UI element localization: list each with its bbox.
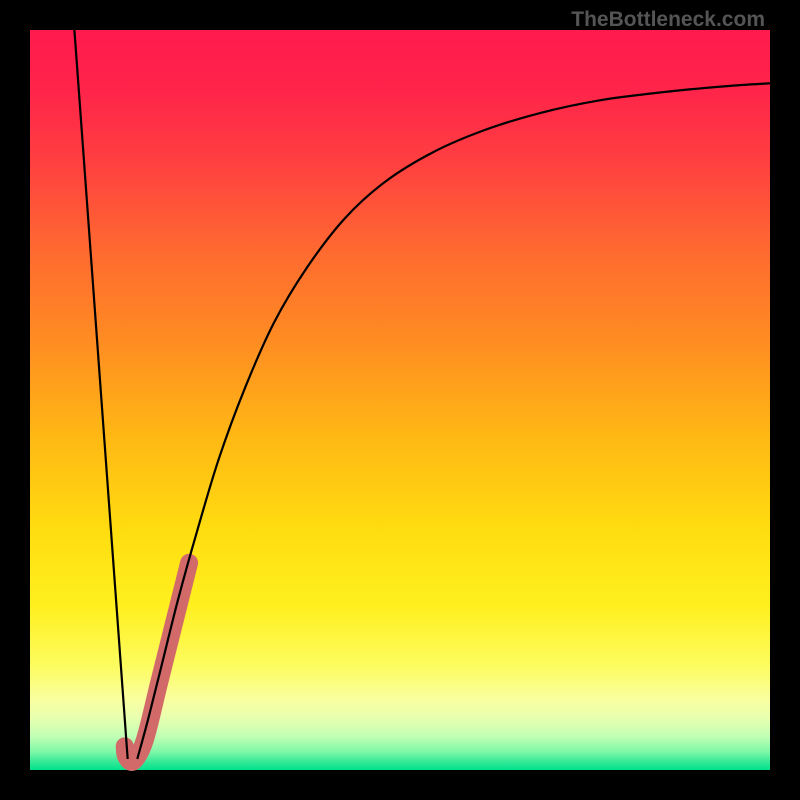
curves-layer [30,30,770,770]
left-descent-line [74,30,127,759]
plot-area [30,30,770,770]
watermark-text: TheBottleneck.com [571,8,765,32]
right-growth-curve [137,83,770,759]
chart-container: TheBottleneck.com [0,0,800,800]
